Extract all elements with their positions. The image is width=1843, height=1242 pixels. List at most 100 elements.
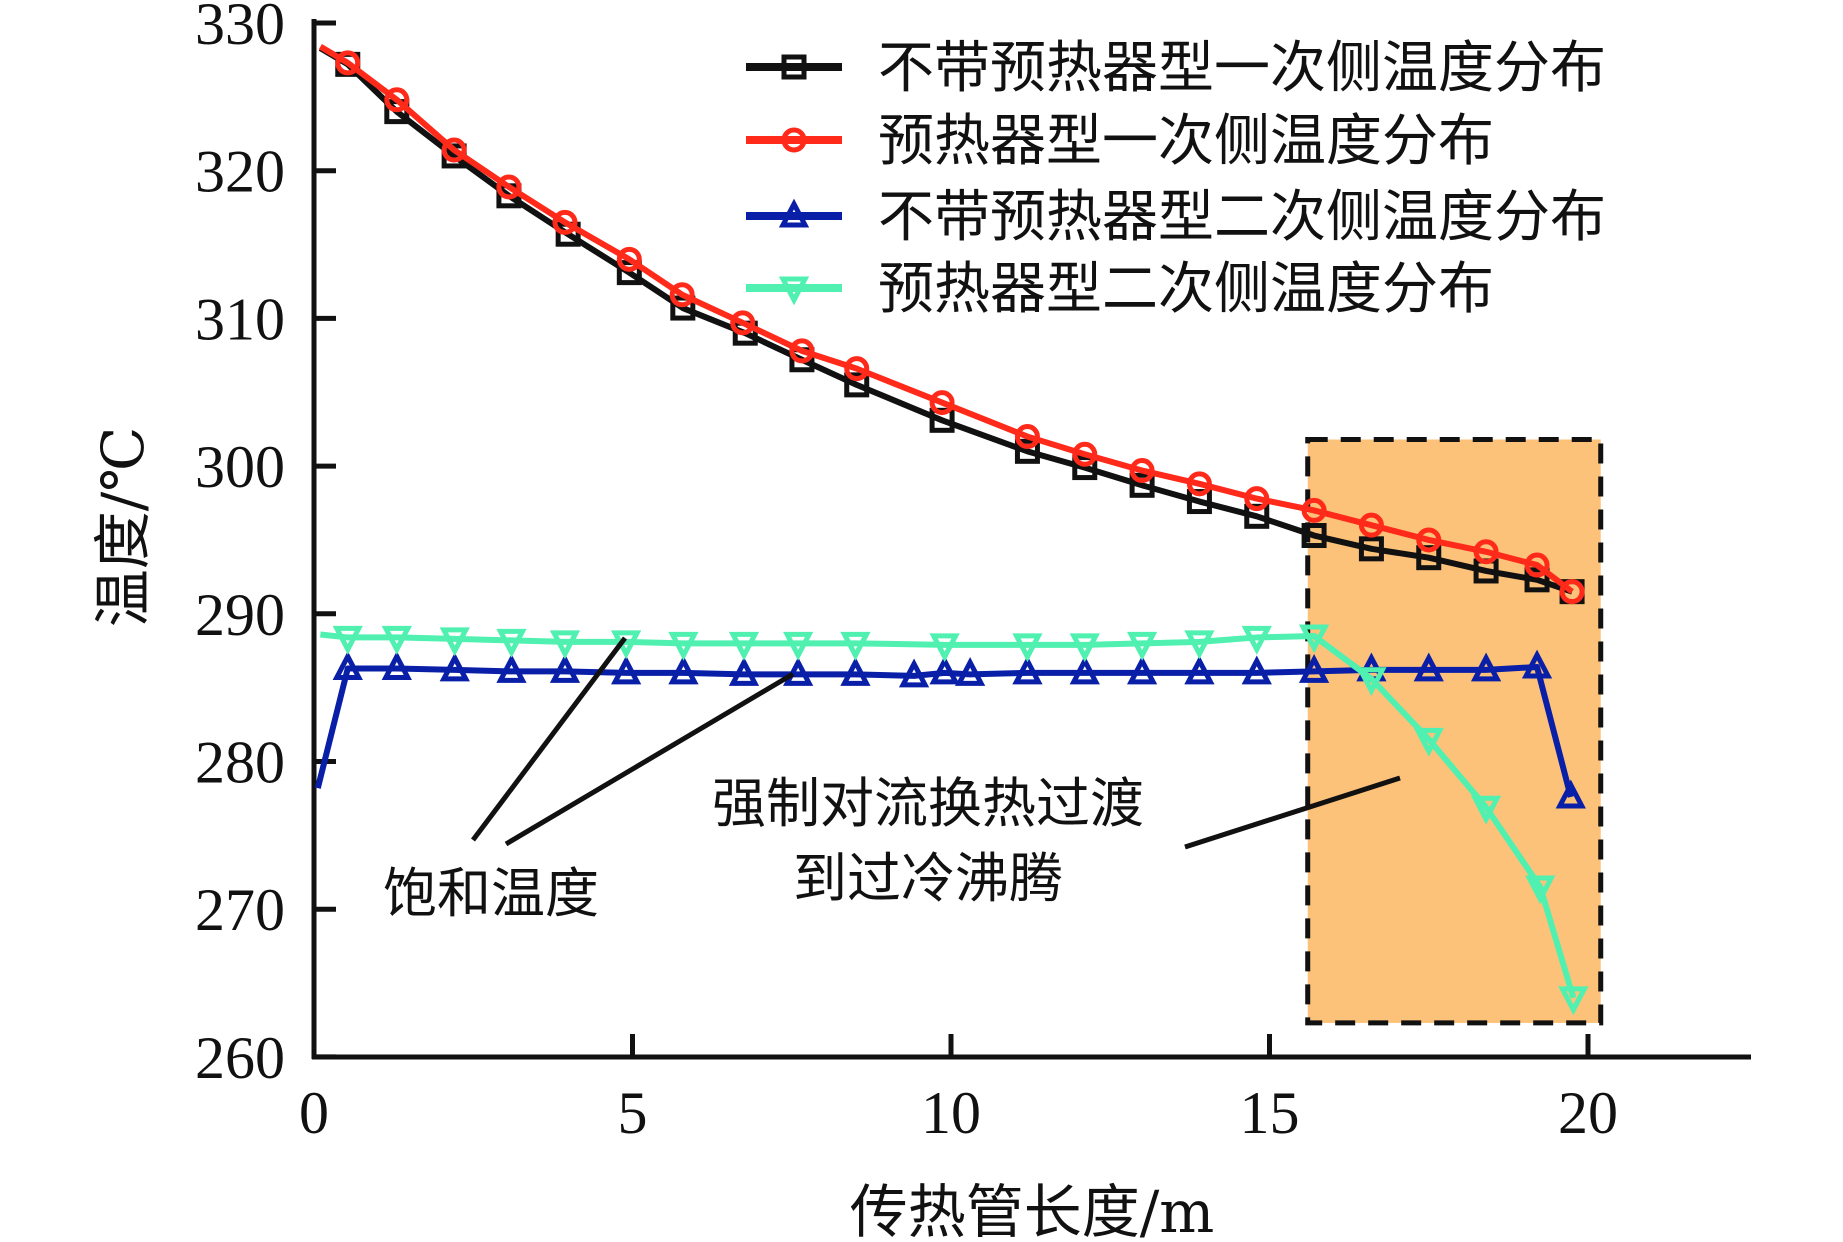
data-point-marker	[441, 137, 467, 163]
data-point-marker	[929, 390, 955, 416]
data-point-marker	[1358, 512, 1384, 538]
data-point-marker	[1521, 649, 1553, 679]
x-tick-label: 10	[921, 1080, 981, 1146]
data-point-marker	[1126, 631, 1158, 661]
data-point-marker	[439, 627, 470, 657]
data-point-marker	[610, 655, 642, 685]
data-point-marker	[1244, 486, 1270, 512]
data-point-marker	[1241, 625, 1272, 655]
legend-label: 不带预热器型一次侧温度分布	[878, 36, 1606, 101]
data-point-marker	[1129, 472, 1155, 498]
ticks: 260 270 280 290 300 310 320 330 0 5 10 15 20	[195, 0, 1618, 1146]
data-point-marker	[728, 656, 760, 686]
x-tick-label: 5	[618, 1080, 648, 1146]
data-point-marker	[1559, 579, 1585, 605]
data-point-marker	[782, 656, 814, 686]
data-point-marker	[1470, 652, 1502, 682]
x-tick-label: 0	[299, 1080, 329, 1146]
y-tick-label: 330	[195, 0, 285, 57]
data-point-marker	[1298, 654, 1330, 683]
x-axis-title: 传热管长度/m	[850, 1178, 1215, 1242]
y-tick-label: 260	[195, 1025, 285, 1091]
data-point-marker	[381, 625, 412, 655]
data-point-marker	[335, 50, 361, 76]
data-point-marker	[1301, 523, 1327, 549]
y-tick-label: 320	[195, 139, 285, 205]
y-tick-label: 270	[195, 877, 285, 943]
data-point-marker	[1014, 424, 1040, 450]
data-point-marker	[1413, 652, 1444, 682]
data-point-marker	[1358, 536, 1384, 562]
x-tick-label: 20	[1558, 1080, 1618, 1146]
y-tick-label: 290	[195, 582, 285, 648]
data-point-marker	[439, 652, 470, 682]
data-point-marker	[332, 625, 363, 655]
y-tick-label: 300	[195, 434, 285, 500]
legend-label: 不带预热器型二次侧温度分布	[878, 185, 1606, 250]
annotation-leader-line	[471, 636, 627, 842]
data-point-marker	[668, 631, 699, 661]
series-2	[318, 44, 1585, 605]
series-line	[318, 45, 1574, 595]
data-point-marker	[1525, 875, 1556, 905]
data-point-marker	[1524, 567, 1550, 593]
data-point-marker	[1241, 655, 1272, 685]
data-point-marker	[1356, 667, 1387, 697]
data-point-marker	[844, 372, 870, 398]
data-point-marker	[1416, 527, 1442, 553]
legend-item: 预热器型一次侧温度分布	[746, 109, 1494, 174]
data-point-marker	[668, 655, 699, 685]
y-tick-label: 310	[195, 286, 285, 352]
x-tick-label: 15	[1240, 1080, 1300, 1146]
legend-marker	[781, 127, 807, 153]
data-point-marker	[1014, 438, 1040, 464]
data-point-marker	[1012, 633, 1043, 663]
y-axis-title: 温度/℃	[89, 427, 157, 627]
legend-item: 预热器型二次侧温度分布	[746, 257, 1494, 322]
data-point-marker	[616, 246, 642, 272]
annotation-transition-line1: 强制对流换热过渡	[712, 772, 1144, 835]
data-point-marker	[929, 655, 960, 685]
data-point-marker	[1069, 655, 1100, 685]
annotation-leader-line	[1184, 775, 1401, 850]
legend-marker	[778, 276, 810, 306]
data-point-marker	[384, 87, 410, 113]
data-point-marker	[496, 174, 522, 200]
data-point-marker	[1069, 633, 1100, 663]
annotation-saturation-temperature: 饱和温度	[383, 862, 599, 925]
legend: 不带预热器型一次侧温度分布预热器型一次侧温度分布不带预热器型二次侧温度分布预热器…	[746, 36, 1606, 322]
legend-marker	[778, 198, 810, 228]
data-point-marker	[1473, 539, 1499, 565]
data-point-marker	[381, 651, 412, 680]
data-point-marker	[954, 656, 986, 686]
data-point-marker	[1301, 497, 1327, 523]
data-point-marker	[1558, 986, 1589, 1016]
data-point-marker	[1524, 552, 1550, 578]
axes	[311, 19, 1751, 1060]
legend-item: 不带预热器型二次侧温度分布	[746, 185, 1606, 250]
data-point-marker	[1184, 655, 1215, 685]
data-point-marker	[1126, 655, 1158, 685]
data-point-marker	[1012, 655, 1043, 685]
data-point-marker	[669, 282, 695, 308]
annotation-leader-line	[504, 671, 795, 847]
data-point-marker	[1184, 630, 1215, 660]
data-point-marker	[898, 658, 930, 688]
data-point-marker	[1072, 441, 1098, 467]
series-line	[318, 44, 1574, 595]
data-point-marker	[496, 654, 527, 683]
data-point-marker	[1129, 458, 1155, 484]
data-point-marker	[1298, 624, 1330, 654]
legend-item: 不带预热器型一次侧温度分布	[746, 36, 1606, 101]
data-point-marker	[549, 654, 581, 683]
data-point-marker	[789, 338, 815, 364]
data-point-marker	[782, 631, 814, 661]
legend-label: 预热器型二次侧温度分布	[878, 257, 1494, 322]
data-point-marker	[929, 633, 960, 663]
data-point-marker	[1413, 727, 1444, 757]
legend-marker	[781, 54, 807, 80]
data-point-marker	[332, 651, 363, 680]
legend-label: 预热器型一次侧温度分布	[878, 109, 1494, 174]
data-point-marker	[552, 209, 578, 235]
